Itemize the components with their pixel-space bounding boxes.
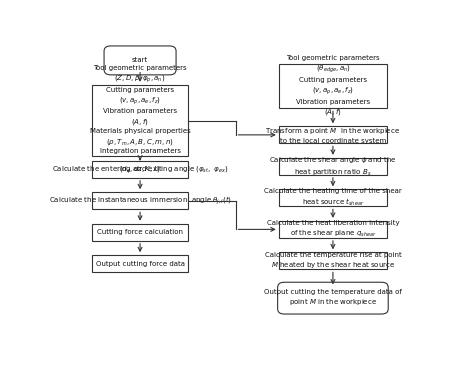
Text: Transform a point $M$  in the workpiece
to the local coordinate system: Transform a point $M$ in the workpiece t… (265, 126, 401, 144)
FancyBboxPatch shape (278, 282, 388, 314)
Text: Cutting force calculation: Cutting force calculation (97, 229, 183, 235)
FancyBboxPatch shape (279, 126, 387, 144)
FancyBboxPatch shape (279, 252, 387, 269)
FancyBboxPatch shape (279, 221, 387, 238)
FancyBboxPatch shape (92, 224, 188, 241)
FancyBboxPatch shape (279, 158, 387, 175)
Text: Tool geometric parameters
$(\theta_{edge}, a_n)$
Cutting parameters
$(v, a_p, a_: Tool geometric parameters $(\theta_{edge… (286, 55, 380, 117)
FancyBboxPatch shape (92, 192, 188, 209)
Text: Calculate the heating time of the shear
heat source $t_{shear}$: Calculate the heating time of the shear … (264, 188, 402, 208)
Text: Calculate the temperature rise at point
$M$ heated by the shear heat source: Calculate the temperature rise at point … (264, 252, 401, 270)
Text: Tool geometric parameters
$(Z, D, \beta, \varphi_p, a_n)$
Cutting parameters
$(v: Tool geometric parameters $(Z, D, \beta,… (90, 65, 191, 176)
Text: start: start (132, 57, 148, 63)
Text: Calculate the instantaneous immersion  angle $\theta_{j,i}(t)$: Calculate the instantaneous immersion an… (48, 195, 232, 207)
FancyBboxPatch shape (92, 255, 188, 272)
Text: Calculate the entering and exiting angle $(\varphi_{st},\ \varphi_{ex})$: Calculate the entering and exiting angle… (52, 164, 228, 174)
FancyBboxPatch shape (92, 161, 188, 178)
FancyBboxPatch shape (92, 85, 188, 156)
Text: Output cutting force data: Output cutting force data (96, 261, 184, 267)
Text: Output cutting the temperature data of
point $M$ in the workpiece: Output cutting the temperature data of p… (264, 289, 402, 307)
Text: Calculate the shear angle $\phi$ and the
heat partition ratio $B_s$: Calculate the shear angle $\phi$ and the… (269, 155, 397, 178)
Text: Calculate the heat liberation intensity
of the shear plane $q_{shear}$: Calculate the heat liberation intensity … (266, 220, 399, 239)
FancyBboxPatch shape (279, 189, 387, 206)
FancyBboxPatch shape (279, 64, 387, 108)
FancyBboxPatch shape (104, 46, 176, 75)
